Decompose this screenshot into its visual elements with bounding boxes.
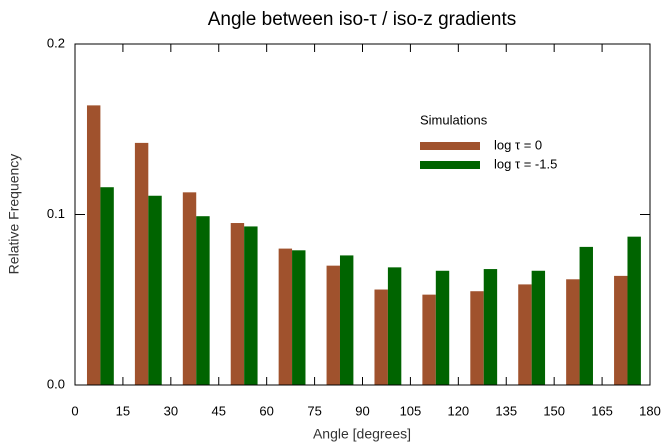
x-tick-label: 45 (212, 403, 226, 418)
x-tick-label: 150 (543, 403, 565, 418)
x-tick-label: 15 (116, 403, 130, 418)
bar (148, 195, 162, 385)
x-tick-label: 90 (355, 403, 369, 418)
y-tick-label: 0.0 (47, 376, 65, 391)
x-tick-label: 105 (400, 403, 422, 418)
y-axis-label: Relative Frequency (6, 154, 22, 275)
y-tick-label: 0.2 (47, 35, 65, 50)
bar (86, 105, 101, 385)
x-axis-label: Angle [degrees] (313, 426, 411, 442)
x-tick-label: 120 (447, 403, 469, 418)
bar (196, 216, 210, 385)
legend-label: log τ = 0 (494, 137, 542, 152)
bar (579, 246, 593, 385)
bar (100, 187, 114, 385)
bar (339, 255, 354, 385)
chart-title: Angle between iso-τ / iso-z gradients (208, 9, 517, 30)
x-tick-label: 60 (259, 403, 273, 418)
bar (326, 265, 340, 385)
x-tick-label: 165 (591, 403, 613, 418)
bar (374, 289, 388, 385)
bar (470, 291, 484, 385)
bar (518, 284, 532, 385)
bar (422, 294, 436, 385)
bar (483, 269, 498, 385)
bar (566, 279, 580, 385)
bar (230, 223, 245, 385)
x-tick-label: 180 (639, 403, 661, 418)
bar (278, 248, 293, 385)
bar (614, 275, 628, 385)
y-tick-label: 0.1 (47, 206, 65, 221)
bar (134, 142, 149, 385)
bar (531, 270, 546, 385)
bar (627, 236, 641, 385)
x-tick-label: 0 (71, 403, 78, 418)
x-tick-label: 135 (495, 403, 517, 418)
bar (435, 270, 450, 385)
legend-title: Simulations (420, 112, 488, 127)
x-tick-label: 75 (307, 403, 321, 418)
bar (244, 226, 258, 385)
bar (292, 250, 306, 385)
bar (387, 267, 402, 385)
x-tick-label: 30 (164, 403, 178, 418)
legend-label: log τ = -1.5 (494, 156, 557, 171)
bar (182, 192, 197, 385)
